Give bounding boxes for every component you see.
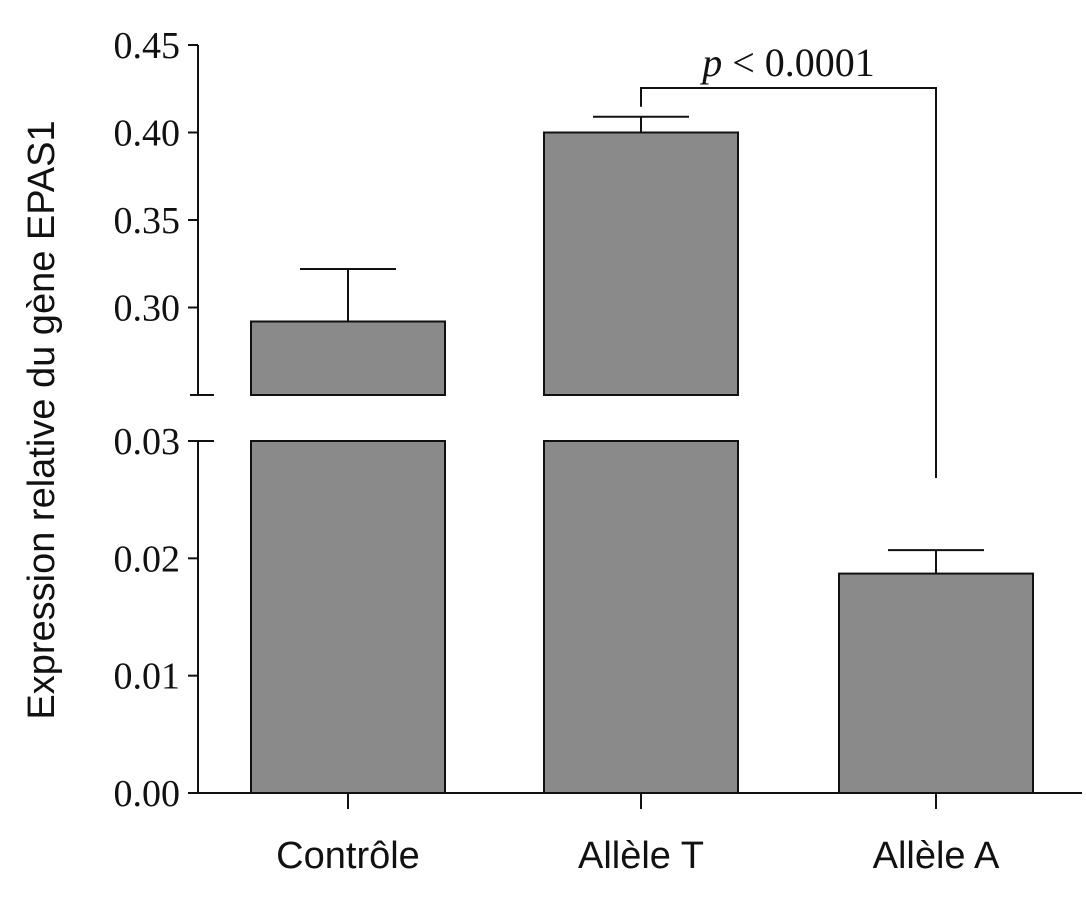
x-categories: Contrôle Allèle T Allèle A <box>276 793 1000 877</box>
x-category-label: Contrôle <box>276 835 420 877</box>
y-tick-label: 0.00 <box>114 773 181 815</box>
p-symbol: p <box>699 40 722 85</box>
bars <box>250 131 1034 794</box>
bar <box>838 572 1034 794</box>
x-category-label: Allèle T <box>578 835 704 877</box>
bar-lower <box>543 440 739 794</box>
y-tick-label: 0.01 <box>114 656 181 698</box>
bar-lower <box>250 440 446 794</box>
significance-label: p < 0.0001 <box>699 40 875 85</box>
y-tick-label: 0.40 <box>114 113 181 155</box>
y-tick-label: 0.35 <box>114 200 181 242</box>
error-bars <box>300 115 984 574</box>
y-tick-label: 0.02 <box>114 538 181 580</box>
bar-upper <box>250 320 446 396</box>
significance-line <box>640 87 937 478</box>
y-tick-label: 0.30 <box>114 288 181 330</box>
y-tick-label: 0.45 <box>114 25 181 67</box>
bar-upper <box>543 131 739 396</box>
p-value: < 0.0001 <box>732 40 875 85</box>
x-category-label: Allèle A <box>873 835 1000 877</box>
y-axis-title: Expression relative du gène EPAS1 <box>21 120 63 719</box>
y-ticks: 0.00 0.01 0.02 0.03 0.30 0.35 0.40 0.45 <box>114 25 198 815</box>
y-tick-label: 0.03 <box>114 421 181 463</box>
significance-bracket: p < 0.0001 <box>640 40 937 478</box>
